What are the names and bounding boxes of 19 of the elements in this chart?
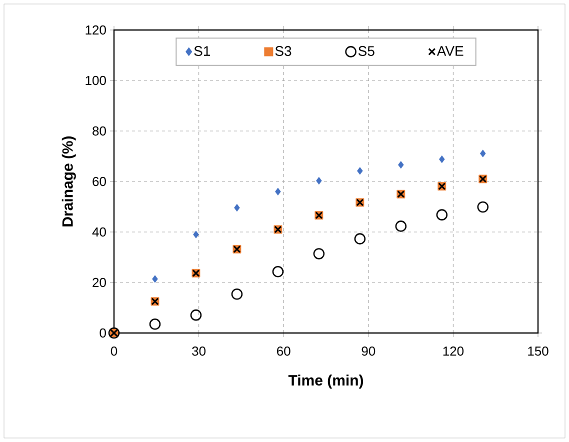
x-tick-label: 90 — [362, 346, 376, 356]
y-tick-label: 20 — [92, 278, 106, 288]
y-tick-label: 80 — [92, 126, 106, 136]
legend-label: S1 — [194, 46, 210, 56]
y-tick-label: 100 — [86, 76, 106, 86]
legend-label: S3 — [275, 46, 292, 56]
x-tick-label: 60 — [277, 346, 290, 356]
y-tick-label: 0 — [100, 328, 106, 338]
y-tick-label: 40 — [92, 227, 106, 237]
x-tick-label: 150 — [528, 346, 548, 356]
x-tick-label: 0 — [110, 346, 118, 356]
y-tick-label: 60 — [92, 176, 106, 186]
y-axis-title: Drainage (%) — [62, 136, 76, 226]
x-tick-label: 120 — [443, 346, 464, 356]
legend-label: S5 — [358, 46, 374, 56]
x-axis-title: Time (min) — [288, 374, 364, 389]
legend-label: AVE — [436, 46, 464, 56]
y-tick-label: 120 — [86, 25, 106, 35]
x-tick-label: 30 — [192, 346, 206, 356]
